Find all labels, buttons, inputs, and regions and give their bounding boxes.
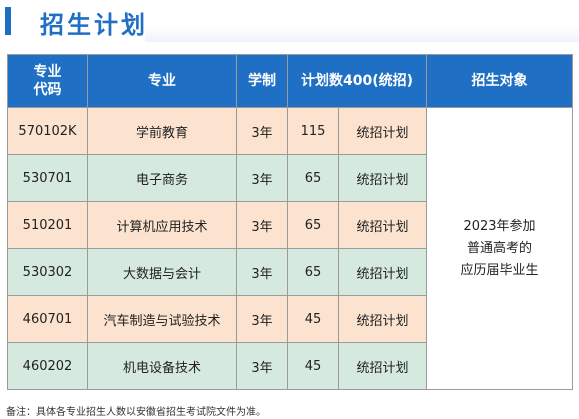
- table-row: 460202 机电设备技术 3年 45 统招计划: [7, 342, 573, 390]
- cell-duration: 3年: [236, 201, 288, 249]
- cell-code: 460202: [7, 342, 88, 390]
- title-underline: [145, 26, 579, 42]
- cell-duration: 3年: [236, 107, 288, 155]
- cell-plan-type: 统招计划: [338, 342, 427, 390]
- target-line2: 普通高考的: [466, 240, 532, 256]
- header-code: 专业 代码: [7, 54, 88, 108]
- cell-plan-type: 统招计划: [338, 248, 427, 296]
- table-row: 510201 计算机应用技术 3年 65 统招计划: [7, 201, 573, 249]
- cell-code: 530302: [7, 248, 88, 296]
- target-line1: 2023年参加: [463, 218, 536, 234]
- cell-duration: 3年: [236, 248, 288, 296]
- table-row: 530302 大数据与会计 3年 65 统招计划: [7, 248, 573, 296]
- cell-major: 大数据与会计: [87, 248, 237, 296]
- cell-count: 115: [287, 107, 339, 155]
- cell-duration: 3年: [236, 154, 288, 202]
- header-major: 专业: [87, 54, 237, 108]
- cell-major: 学前教育: [87, 107, 237, 155]
- cell-code: 510201: [7, 201, 88, 249]
- cell-plan-type: 统招计划: [338, 107, 427, 155]
- cell-duration: 3年: [236, 295, 288, 343]
- footnote: 备注：具体各专业招生人数以安徽省招生考试院文件为准。: [6, 407, 266, 418]
- cell-target: 2023年参加 普通高考的 应历届毕业生: [426, 107, 573, 390]
- header-code-line1: 专业: [33, 64, 62, 80]
- header-duration: 学制: [236, 54, 288, 108]
- table-row: 570102K 学前教育 3年 115 统招计划 2023年参加 普通高考的 应…: [7, 107, 573, 390]
- table-header-row: 专业 代码 专业 学制 计划数400(统招) 招生对象: [7, 54, 573, 108]
- title-accent-bar: [5, 7, 11, 35]
- page-title: 招生计划: [40, 11, 148, 39]
- table-row: 530701 电子商务 3年 65 统招计划: [7, 154, 573, 202]
- cell-code: 460701: [7, 295, 88, 343]
- cell-code: 530701: [7, 154, 88, 202]
- target-line3: 应历届毕业生: [460, 262, 539, 278]
- cell-count: 65: [287, 248, 339, 296]
- cell-count: 65: [287, 154, 339, 202]
- cell-duration: 3年: [236, 342, 288, 390]
- cell-major: 机电设备技术: [87, 342, 237, 390]
- cell-count: 65: [287, 201, 339, 249]
- enrollment-plan-table: 专业 代码 专业 学制 计划数400(统招) 招生对象 570102K 学前教育…: [7, 54, 573, 390]
- cell-plan-type: 统招计划: [338, 295, 427, 343]
- cell-count: 45: [287, 342, 339, 390]
- header-code-line2: 代码: [33, 82, 62, 98]
- cell-major: 电子商务: [87, 154, 237, 202]
- cell-major: 计算机应用技术: [87, 201, 237, 249]
- cell-plan-type: 统招计划: [338, 201, 427, 249]
- cell-count: 45: [287, 295, 339, 343]
- header-plan: 计划数400(统招): [287, 54, 427, 108]
- cell-plan-type: 统招计划: [338, 154, 427, 202]
- cell-code: 570102K: [7, 107, 88, 155]
- table-row: 460701 汽车制造与试验技术 3年 45 统招计划: [7, 295, 573, 343]
- header-target: 招生对象: [426, 54, 573, 108]
- cell-major: 汽车制造与试验技术: [87, 295, 237, 343]
